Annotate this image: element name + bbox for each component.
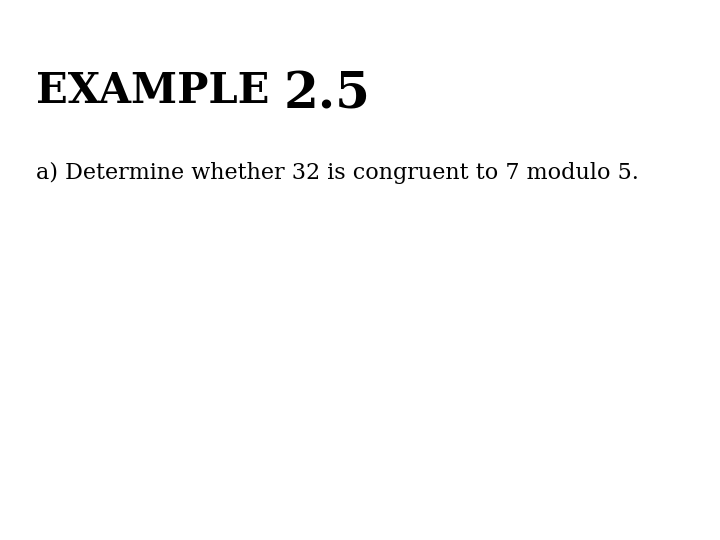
Text: a) Determine whether 32 is congruent to 7 modulo 5.: a) Determine whether 32 is congruent to … — [36, 162, 639, 184]
Text: 2.5: 2.5 — [284, 70, 371, 119]
Text: EXAMPLE: EXAMPLE — [36, 70, 284, 112]
